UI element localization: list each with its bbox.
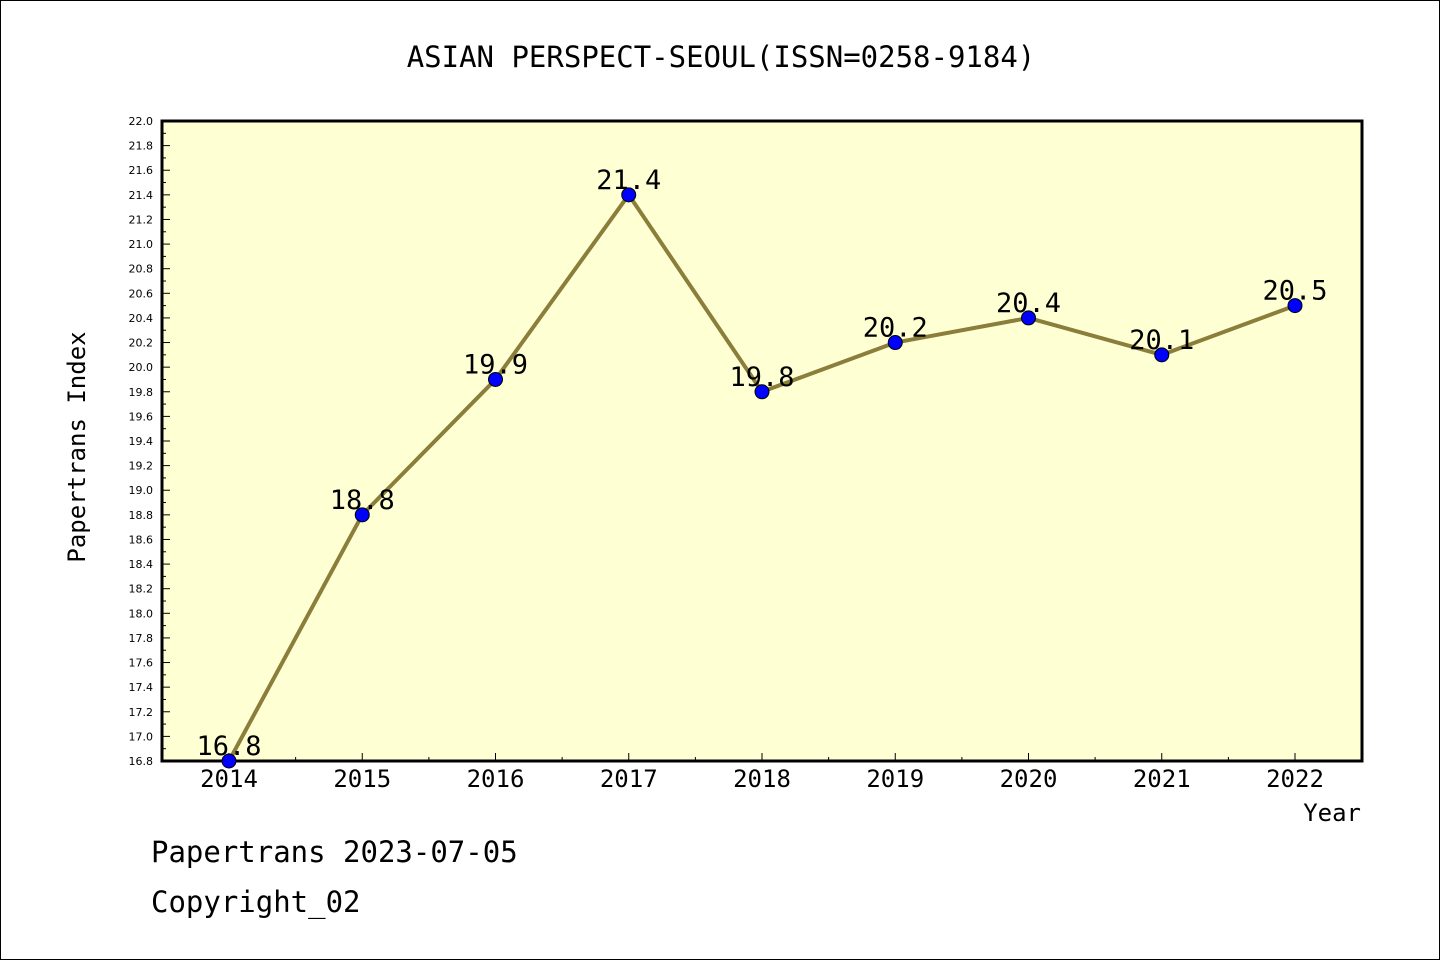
y-tick-label: 21.8	[129, 140, 154, 153]
x-tick-label: 2017	[600, 765, 658, 793]
y-tick-label: 19.0	[129, 484, 154, 497]
y-tick-label: 22.0	[129, 115, 154, 128]
y-tick-label: 21.2	[129, 213, 154, 226]
x-tick-label: 2016	[467, 765, 525, 793]
y-tick-label: 21.0	[129, 238, 154, 251]
y-tick-label: 17.0	[129, 730, 154, 743]
x-tick-label: 2014	[200, 765, 258, 793]
y-tick-label: 18.6	[129, 533, 154, 546]
data-point	[754, 384, 770, 400]
y-tick-label: 17.6	[129, 657, 154, 670]
plot-area	[160, 119, 1364, 763]
data-label: 21.4	[596, 165, 661, 196]
y-tick-label: 18.8	[129, 509, 154, 522]
data-label: 18.8	[330, 485, 395, 516]
x-axis: 2014 2015 2016 2017 2018 2019 2020 2021 2022	[200, 753, 1324, 793]
data-point	[1021, 310, 1036, 326]
data-point	[488, 371, 503, 387]
y-tick-label: 19.4	[129, 435, 154, 448]
y-tick-label: 20.8	[129, 263, 154, 276]
data-label: 19.9	[463, 349, 528, 380]
y-tick-label: 20.2	[129, 337, 154, 350]
x-tick-label: 2019	[866, 765, 924, 793]
data-label: 20.1	[1129, 325, 1194, 356]
data-label: 20.4	[996, 288, 1061, 319]
x-tick-label: 2021	[1133, 765, 1191, 793]
data-label: 20.5	[1262, 276, 1327, 307]
y-tick-label: 19.8	[129, 386, 154, 399]
y-tick-label: 18.0	[129, 607, 154, 620]
x-tick-label: 2022	[1266, 765, 1324, 793]
data-label: 19.8	[729, 362, 794, 393]
x-tick-label: 2015	[333, 765, 391, 793]
data-point	[621, 187, 637, 203]
x-axis-label: Year	[1303, 799, 1361, 827]
y-axis: 16.8 17.0 17.2 17.4 17.6 17.8 18.0 18.2 18.4 18.6…	[129, 115, 170, 768]
y-axis-label: Papertrans Index	[63, 331, 91, 562]
y-tick-label: 21.4	[129, 189, 154, 202]
y-tick-label: 17.2	[129, 706, 154, 719]
y-tick-label: 17.8	[129, 632, 154, 645]
series-group: 16.8 18.8 19.9 21.4 19.8 20.2 20.4 20.1 20.5	[196, 165, 1328, 769]
footer-copyright: Copyright_02	[151, 885, 361, 919]
data-point	[887, 335, 903, 351]
footer-date: Papertrans 2023-07-05	[151, 835, 518, 869]
y-tick-label: 20.0	[129, 361, 154, 374]
data-label: 20.2	[863, 313, 928, 344]
chart-title: ASIAN PERSPECT-SEOUL(ISSN=0258-9184)	[407, 40, 1036, 74]
x-tick-label: 2020	[1000, 765, 1058, 793]
data-point	[221, 753, 237, 769]
y-tick-label: 21.6	[129, 164, 154, 177]
x-tick-label: 2018	[733, 765, 791, 793]
y-tick-label: 20.4	[129, 312, 154, 325]
y-tick-label: 17.4	[129, 681, 154, 694]
data-point	[1287, 298, 1303, 314]
data-label: 16.8	[196, 731, 261, 762]
y-tick-label: 16.8	[129, 755, 154, 768]
y-tick-label: 18.4	[129, 558, 154, 571]
data-point	[354, 507, 370, 523]
y-tick-label: 18.2	[129, 583, 154, 596]
y-tick-label: 19.6	[129, 410, 154, 423]
y-tick-label: 19.2	[129, 460, 154, 473]
data-point	[1154, 347, 1170, 363]
y-tick-label: 20.6	[129, 287, 154, 300]
